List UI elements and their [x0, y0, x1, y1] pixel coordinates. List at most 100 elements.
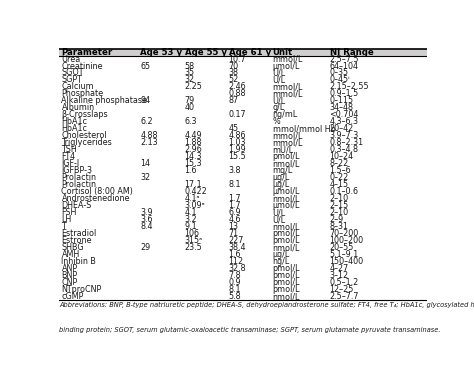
Text: pmol/L: pmol/L [273, 236, 300, 245]
Text: binding protein; SGOT, serum glutamic-oxaloacetic transaminase; SGPT, serum glut: binding protein; SGOT, serum glutamic-ox… [59, 327, 441, 333]
Bar [59, 69, 427, 76]
Text: 2.46: 2.46 [228, 82, 246, 92]
Text: 8.1: 8.1 [228, 180, 241, 189]
Text: 3.8: 3.8 [228, 166, 241, 175]
Bar [59, 195, 427, 202]
Text: nmol/L: nmol/L [273, 292, 300, 301]
Text: IGFBP-3: IGFBP-3 [62, 166, 92, 175]
Text: Age 61 y: Age 61 y [228, 48, 271, 56]
Text: 1.88: 1.88 [184, 138, 202, 147]
Text: g/L: g/L [273, 103, 285, 113]
Text: 3.2: 3.2 [184, 215, 197, 224]
Bar [59, 97, 427, 104]
Text: mmol/L: mmol/L [273, 89, 303, 99]
Text: Estrone: Estrone [62, 236, 92, 245]
Bar [59, 223, 427, 230]
Text: NI Range: NI Range [329, 48, 374, 56]
Text: Albumin: Albumin [62, 103, 95, 113]
Bar [59, 216, 427, 223]
Text: HbA1c: HbA1c [62, 117, 88, 127]
Text: 3–12: 3–12 [329, 271, 349, 280]
Text: 0.8–2.31: 0.8–2.31 [329, 138, 364, 147]
Text: 52: 52 [228, 76, 239, 85]
Text: 0–22: 0–22 [329, 173, 349, 182]
Text: 0.3–4.8: 0.3–4.8 [329, 145, 359, 154]
Bar [59, 230, 427, 237]
Text: 10.7: 10.7 [228, 55, 246, 63]
Text: 4–27: 4–27 [329, 264, 349, 273]
Text: Parameter: Parameter [62, 48, 113, 56]
Text: 2.96: 2.96 [184, 145, 202, 154]
Bar [59, 49, 427, 55]
Bar [59, 153, 427, 160]
Text: U/L: U/L [273, 215, 286, 224]
Text: 2–10: 2–10 [329, 208, 349, 217]
Text: U/L: U/L [273, 69, 286, 77]
Bar [59, 286, 427, 293]
Text: 2.13: 2.13 [140, 138, 158, 147]
Bar [59, 244, 427, 251]
Text: pmol/L: pmol/L [273, 285, 300, 294]
Text: 4–15: 4–15 [329, 180, 349, 189]
Text: 1.7: 1.7 [228, 201, 241, 210]
Text: 20–55: 20–55 [329, 243, 354, 252]
Bar [59, 293, 427, 300]
Text: 40: 40 [184, 103, 194, 113]
Text: 6.2: 6.2 [140, 117, 153, 127]
Text: 2–9: 2–9 [329, 215, 344, 224]
Text: 17.1: 17.1 [184, 180, 202, 189]
Text: 8.1: 8.1 [228, 285, 241, 294]
Text: 65: 65 [140, 62, 151, 70]
Bar [59, 90, 427, 97]
Text: 29: 29 [140, 243, 151, 252]
Text: 6.3: 6.3 [184, 117, 197, 127]
Text: 10–24: 10–24 [329, 152, 354, 161]
Bar [59, 125, 427, 132]
Text: 3.09ᵃ: 3.09ᵃ [184, 201, 205, 210]
Text: 5.8: 5.8 [228, 292, 241, 301]
Text: 38: 38 [228, 69, 238, 77]
Text: Prolactin: Prolactin [62, 173, 96, 182]
Text: 45: 45 [228, 124, 239, 133]
Text: FSH: FSH [62, 208, 77, 217]
Text: 87: 87 [228, 96, 239, 106]
Text: 32: 32 [140, 173, 151, 182]
Text: 8.4: 8.4 [140, 222, 153, 231]
Text: μg/L: μg/L [273, 173, 290, 182]
Text: 0.17: 0.17 [228, 110, 246, 120]
Text: 227: 227 [228, 236, 244, 245]
Text: ng/mL: ng/mL [273, 110, 298, 120]
Text: 6.9: 6.9 [228, 208, 241, 217]
Bar [59, 188, 427, 195]
Text: 94: 94 [140, 96, 151, 106]
Text: 71: 71 [228, 229, 239, 238]
Text: 2–15: 2–15 [329, 201, 349, 210]
Bar [59, 55, 427, 62]
Text: nmol/L: nmol/L [273, 194, 300, 203]
Text: 1.7: 1.7 [228, 194, 241, 203]
Text: 12–25: 12–25 [329, 285, 354, 294]
Text: μmol/L: μmol/L [273, 187, 300, 196]
Text: 3.9: 3.9 [140, 208, 153, 217]
Bar [59, 265, 427, 272]
Bar [59, 272, 427, 279]
Text: 0–35: 0–35 [329, 69, 349, 77]
Text: IGF-I: IGF-I [62, 159, 80, 168]
Text: FT4: FT4 [62, 152, 75, 161]
Text: T: T [62, 222, 66, 231]
Text: 4.1: 4.1 [184, 208, 197, 217]
Text: 4.49: 4.49 [184, 131, 202, 140]
Bar [59, 209, 427, 216]
Text: Cortisol (8:00 AM): Cortisol (8:00 AM) [62, 187, 133, 196]
Text: 32.8: 32.8 [228, 264, 246, 273]
Text: TSH: TSH [62, 145, 77, 154]
Text: 1.6: 1.6 [228, 250, 241, 259]
Text: 7.8: 7.8 [228, 271, 241, 280]
Text: 0.1–0.6: 0.1–0.6 [329, 187, 359, 196]
Text: Age 53 y: Age 53 y [140, 48, 182, 56]
Text: 8–31: 8–31 [329, 222, 348, 231]
Text: μg/L: μg/L [273, 180, 290, 189]
Text: 1.5–6: 1.5–6 [329, 166, 351, 175]
Text: Calcium: Calcium [62, 82, 94, 92]
Text: 4.3–6.3: 4.3–6.3 [329, 117, 359, 127]
